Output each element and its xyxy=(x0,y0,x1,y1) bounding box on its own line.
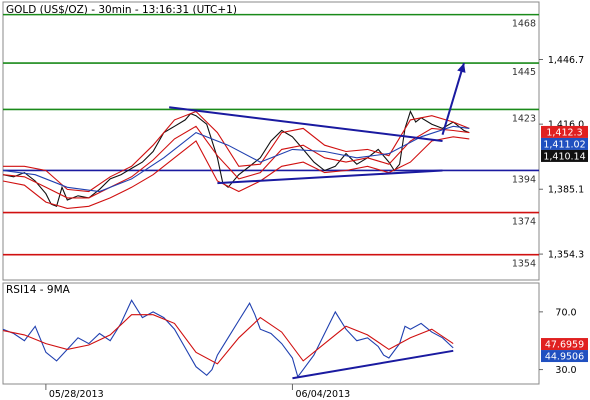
level-label-1468: 1468 xyxy=(512,19,536,30)
level-label-1354: 1354 xyxy=(512,259,536,270)
rsi-price-tag-0 xyxy=(541,338,588,351)
rsi-ytick-label-1: 30.0 xyxy=(555,365,576,376)
price-chart-title: GOLD (US$/OZ) - 30min - 13:16:31 (UTC+1) xyxy=(6,4,237,16)
rsi-chart-title: RSI14 - 9MA xyxy=(6,284,71,296)
price-arrow-head-2 xyxy=(457,63,466,73)
price-series-line-1 xyxy=(3,110,470,193)
price-ytick-label-2: 1,385.1 xyxy=(548,185,584,196)
price-panel: GOLD (US$/OZ) - 30min - 13:16:31 (UTC+1)… xyxy=(2,1,588,281)
price-trend-line-0 xyxy=(169,106,443,142)
x-date-label-1: 06/04/2013 xyxy=(295,389,350,400)
rsi-trend-line-0 xyxy=(292,349,454,380)
price-ytick-label-3: 1,354.3 xyxy=(548,250,584,261)
price-price-tag-label-0: 1,412.3 xyxy=(546,127,582,138)
price-ytick-label-0: 1,446.7 xyxy=(548,55,584,66)
rsi-price-tag-label-1: 44.9506 xyxy=(545,352,584,363)
price-price-tag-2 xyxy=(541,149,588,162)
price-ytick-label-1: 1,416.0 xyxy=(548,120,584,131)
price-price-tag-0 xyxy=(541,125,588,138)
rsi-price-tag-1 xyxy=(541,350,588,363)
price-series-line-3 xyxy=(2,125,470,199)
level-label-1423: 1423 xyxy=(512,113,536,124)
level-label-1445: 1445 xyxy=(512,67,536,78)
price-series-line-2 xyxy=(2,136,470,209)
price-price-tag-label-1: 1,411.02 xyxy=(543,139,585,150)
x-date-label-0: 05/28/2013 xyxy=(49,389,104,400)
price-arrow-line-2 xyxy=(441,62,465,135)
rsi-series-line-0 xyxy=(2,299,454,379)
rsi-series-line-1 xyxy=(2,314,454,365)
rsi-price-tag-label-0: 47.6959 xyxy=(545,340,584,351)
price-trend-line-1 xyxy=(217,169,443,185)
x-axis: 05/28/2013 06/04/2013 xyxy=(3,383,539,400)
rsi-ytick-label-0: 70.0 xyxy=(555,307,576,318)
level-label-1374: 1374 xyxy=(512,217,536,228)
price-series-line-4 xyxy=(2,125,470,193)
level-label-1394: 1394 xyxy=(512,174,536,185)
price-price-tag-label-2: 1,410.14 xyxy=(543,151,585,162)
price-price-tag-1 xyxy=(541,137,588,150)
